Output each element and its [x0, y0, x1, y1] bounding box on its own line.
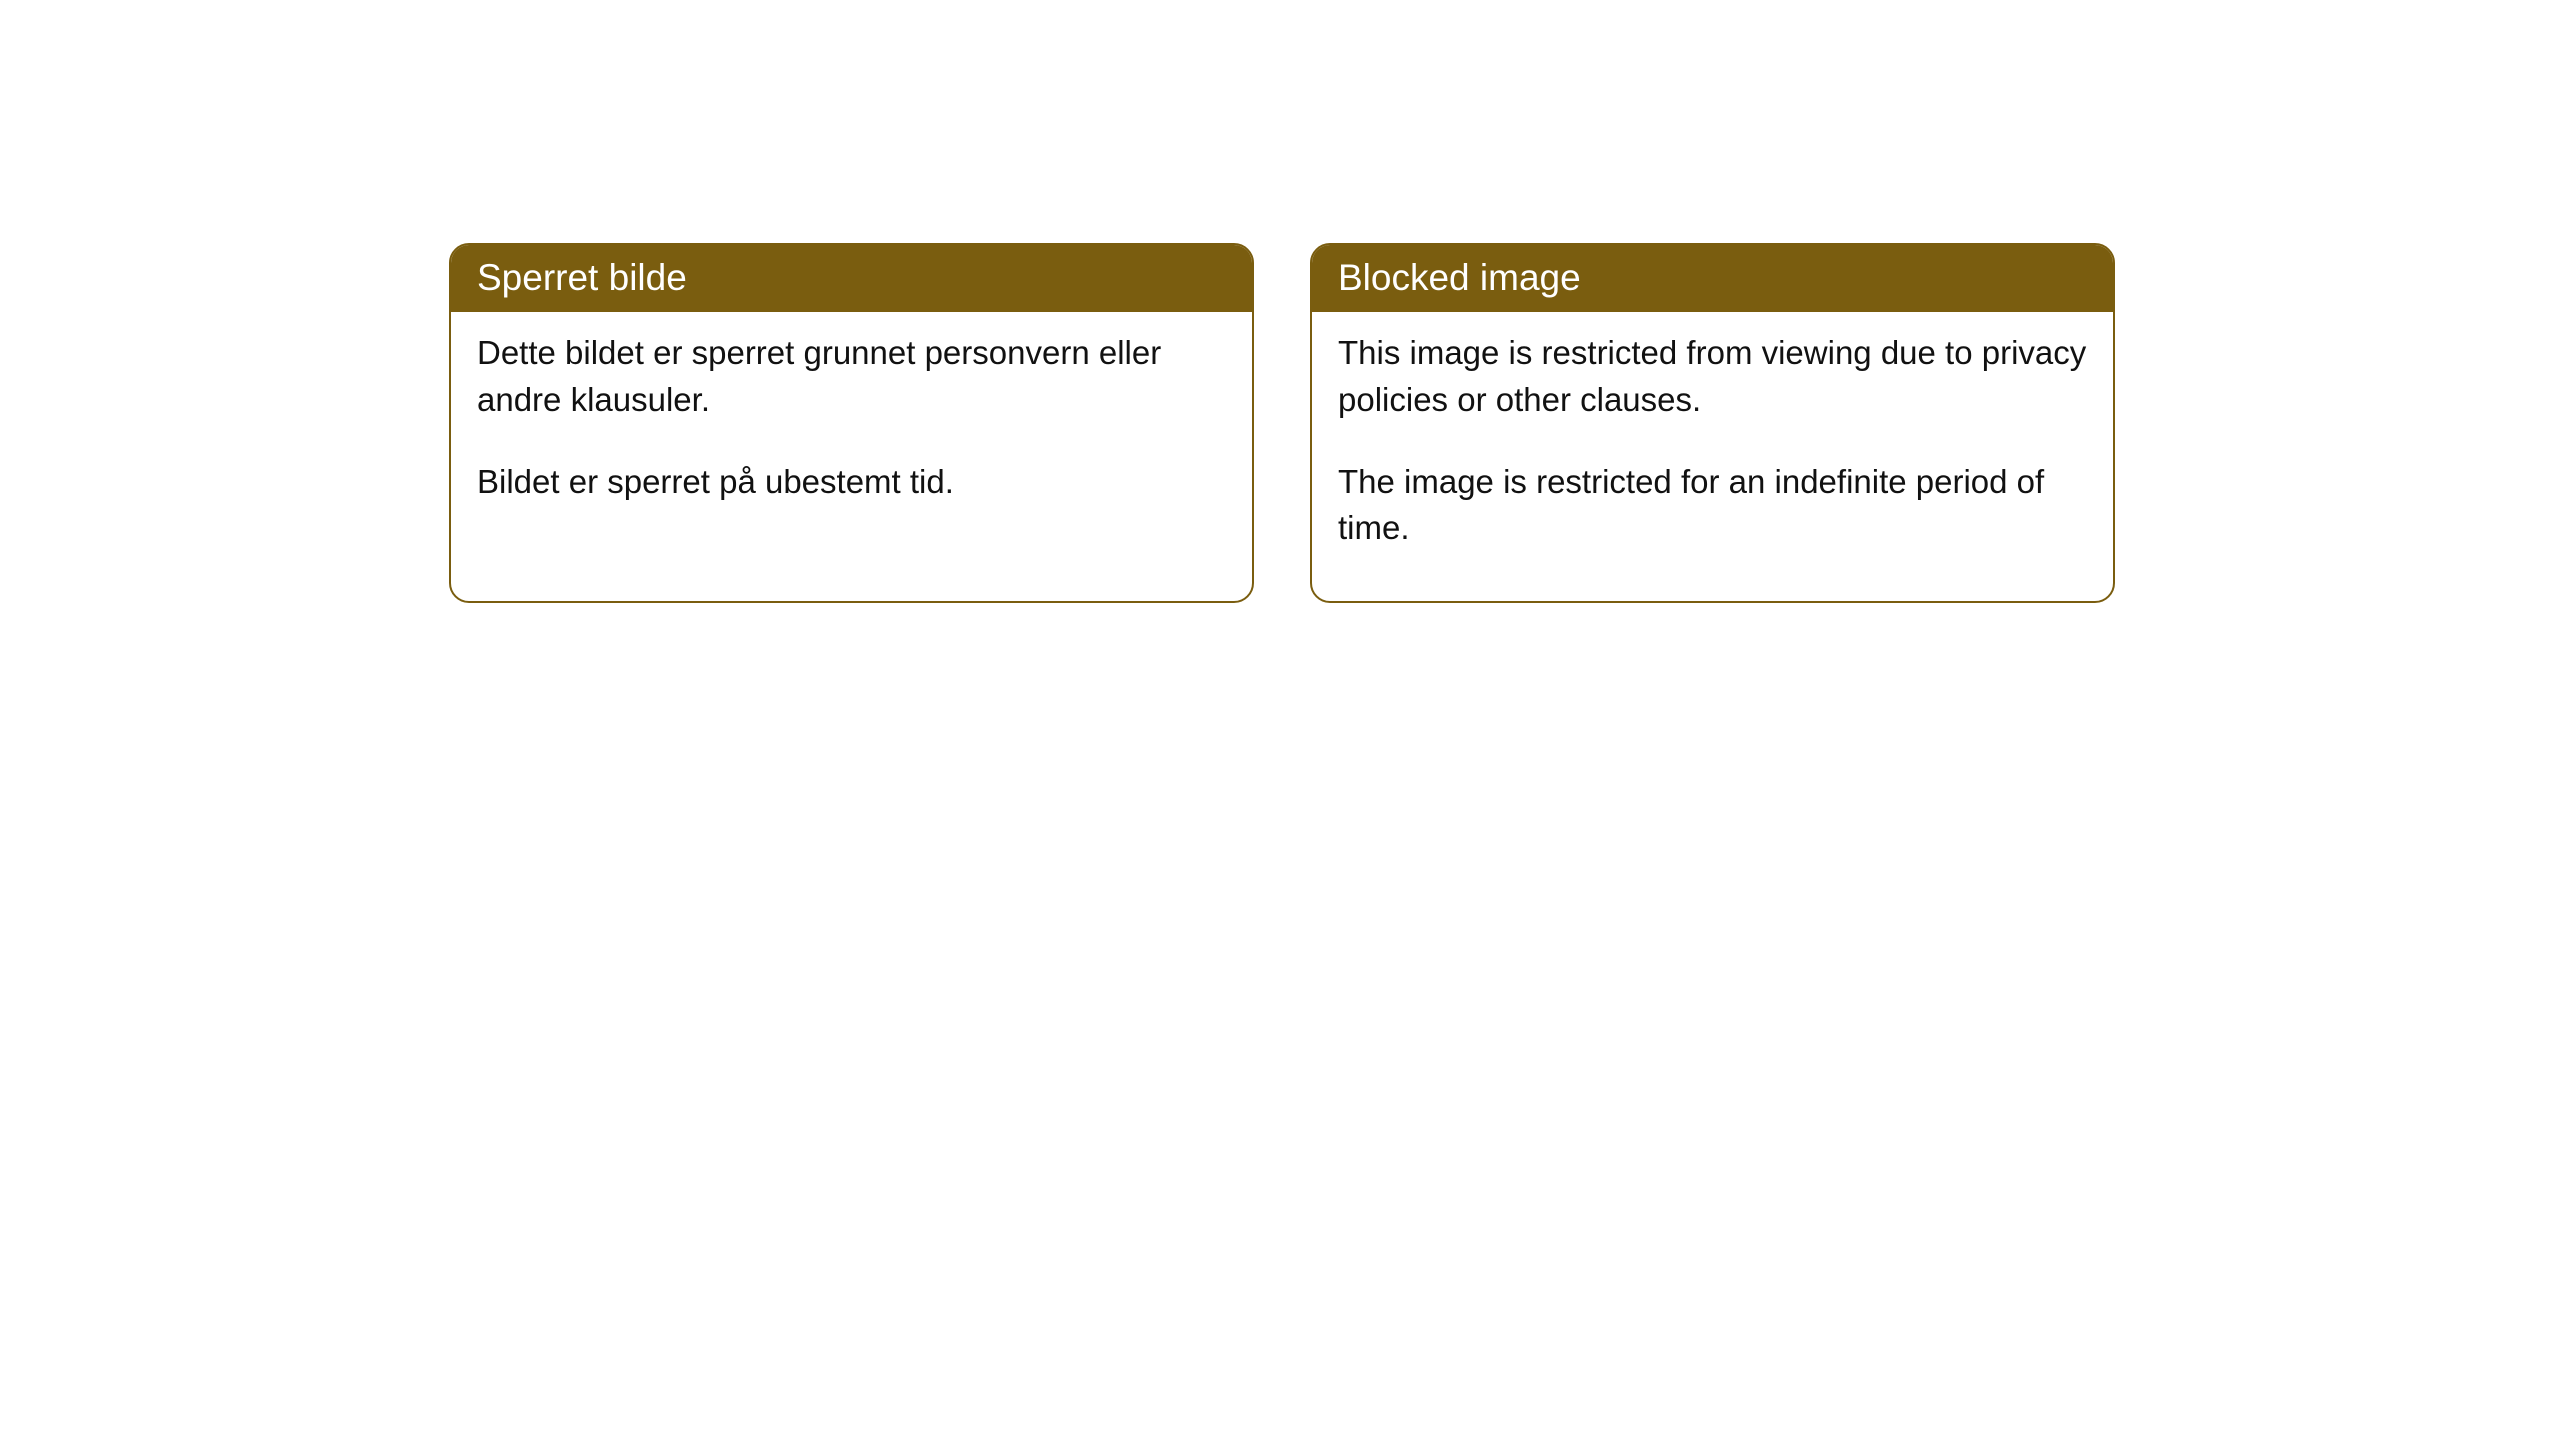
- notice-title-english: Blocked image: [1312, 245, 2113, 312]
- notice-body-english: This image is restricted from viewing du…: [1312, 312, 2113, 601]
- notice-card-norwegian: Sperret bilde Dette bildet er sperret gr…: [449, 243, 1254, 603]
- notice-body-norwegian: Dette bildet er sperret grunnet personve…: [451, 312, 1252, 555]
- notice-card-english: Blocked image This image is restricted f…: [1310, 243, 2115, 603]
- notice-paragraph-1-norwegian: Dette bildet er sperret grunnet personve…: [477, 330, 1226, 422]
- notice-paragraph-2-english: The image is restricted for an indefinit…: [1338, 459, 2087, 551]
- notice-container: Sperret bilde Dette bildet er sperret gr…: [449, 243, 2115, 603]
- notice-paragraph-1-english: This image is restricted from viewing du…: [1338, 330, 2087, 422]
- notice-title-norwegian: Sperret bilde: [451, 245, 1252, 312]
- notice-paragraph-2-norwegian: Bildet er sperret på ubestemt tid.: [477, 459, 1226, 505]
